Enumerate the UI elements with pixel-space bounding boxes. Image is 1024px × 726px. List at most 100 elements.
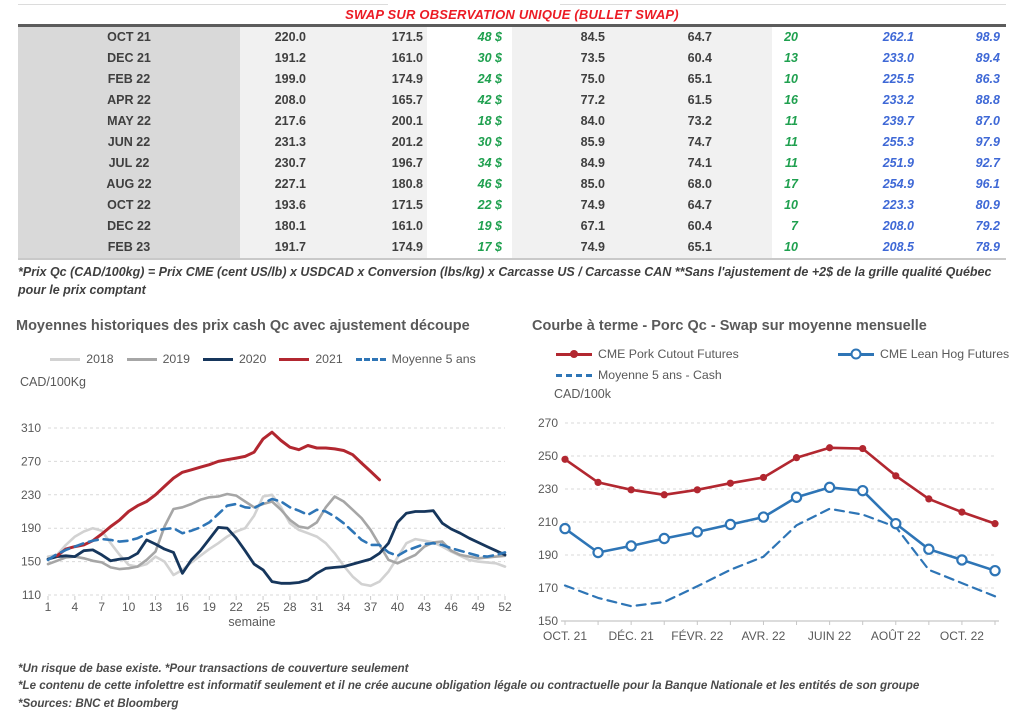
series-line-2019 <box>46 492 507 571</box>
x-tick-label: FÉVR. 22 <box>671 628 723 643</box>
left-x-axis-label: semaine <box>228 615 275 629</box>
x-tick-label: 28 <box>283 600 297 614</box>
value-cell: 48 $ <box>477 30 502 44</box>
month-cell: MAY 22 <box>18 111 240 132</box>
y-tick-label: 190 <box>538 548 558 562</box>
value-cell: 18 $ <box>477 114 502 128</box>
legend-label: CME Pork Cutout Futures <box>598 347 739 361</box>
value-cell: 20 <box>784 30 798 44</box>
x-tick-label: 13 <box>149 600 163 614</box>
value-cell: 64.7 <box>609 27 772 48</box>
series-line-moyenne-5-ans <box>46 497 507 562</box>
value-cell: 60.4 <box>609 216 772 237</box>
partial-cell-border <box>18 0 388 5</box>
table-title: SWAP SUR OBSERVATION UNIQUE (BULLET SWAP… <box>345 7 679 22</box>
legend-label: 2018 <box>86 352 114 366</box>
table-row: FEB 23 191.7 174.9 17 $ 74.9 65.1 10 208.5 78.9 <box>18 237 1006 258</box>
month-cell: OCT 21 <box>18 27 240 48</box>
x-tick-label: 37 <box>364 600 378 614</box>
series-line-2018 <box>46 493 507 588</box>
value-cell: 67.1 <box>512 216 609 237</box>
left-y-axis-unit: CAD/100Kg <box>20 375 86 389</box>
value-cell: 98.9 <box>975 30 1000 44</box>
x-tick-label: 34 <box>337 600 351 614</box>
table-row: APR 22 208.0 165.7 42 $ 77.2 61.5 16 233.2 88.8 <box>18 90 1006 111</box>
value-cell: 84.5 <box>512 27 609 48</box>
table-title-rule <box>18 24 1006 27</box>
value-cell: 77.2 <box>512 90 609 111</box>
dashed-line-swatch-icon <box>355 357 386 361</box>
value-cell: 171.5 <box>326 27 427 48</box>
x-tick-label: 16 <box>176 600 190 614</box>
value-cell: 171.5 <box>326 195 427 216</box>
data-point <box>823 481 836 494</box>
value-cell: 251.9 <box>882 156 914 170</box>
value-cell: 161.0 <box>326 48 427 69</box>
x-tick-label: JUIN 22 <box>808 629 852 643</box>
partial-cell-border <box>560 0 1006 5</box>
x-tick-label: 19 <box>203 600 217 614</box>
value-cell: 85.9 <box>512 132 609 153</box>
value-cell: 10 <box>784 198 798 212</box>
y-tick-label: 270 <box>538 416 558 430</box>
value-cell: 161.0 <box>326 216 427 237</box>
x-tick-label: 52 <box>498 600 512 614</box>
value-cell: 165.7 <box>326 90 427 111</box>
left-chart-legend: 2018 2019 2020 2021 Moyenne 5 ans <box>14 352 512 366</box>
value-cell: 239.7 <box>882 114 914 128</box>
data-point <box>594 478 602 486</box>
table-row: FEB 22 199.0 174.9 24 $ 75.0 65.1 10 225.5 86.3 <box>18 69 1006 90</box>
data-point <box>958 508 966 516</box>
table-row: OCT 21 220.0 171.5 48 $ 84.5 64.7 20 262.1 98.9 <box>18 27 1006 48</box>
value-cell: 230.7 <box>240 153 326 174</box>
value-cell: 87.0 <box>975 114 1000 128</box>
value-cell: 97.9 <box>975 135 1000 149</box>
x-tick-label: 46 <box>445 600 459 614</box>
y-tick-label: 250 <box>538 449 558 463</box>
y-tick-label: 230 <box>21 488 41 502</box>
value-cell: 254.9 <box>882 177 914 191</box>
legend-label: 2021 <box>315 352 343 366</box>
line-swatch-icon <box>279 357 310 361</box>
left-chart-title: Moyennes historiques des prix cash Qc av… <box>16 318 470 334</box>
series-line-cme-pork-cutout-futures <box>563 446 997 525</box>
value-cell: 74.9 <box>512 195 609 216</box>
data-point <box>559 522 571 535</box>
month-cell: JUN 22 <box>18 132 240 153</box>
disclaimer-footer: *Un risque de base existe. *Pour transac… <box>18 660 1014 712</box>
series-line-moyenne-5-ans-cash <box>563 507 997 608</box>
value-cell: 174.9 <box>326 237 427 258</box>
x-tick-label: 25 <box>256 600 270 614</box>
value-cell: 208.0 <box>240 90 326 111</box>
value-cell: 193.6 <box>240 195 326 216</box>
value-cell: 196.7 <box>326 153 427 174</box>
open-dot-icon <box>850 348 862 360</box>
table-row: AUG 22 227.1 180.8 46 $ 85.0 68.0 17 254.9 96.1 <box>18 174 1006 195</box>
legend-item-2019: 2019 <box>126 352 190 366</box>
y-tick-label: 270 <box>21 454 41 468</box>
y-tick-label: 230 <box>538 482 558 496</box>
month-cell: OCT 22 <box>18 195 240 216</box>
x-tick-label: AVR. 22 <box>742 629 786 643</box>
value-cell: 199.0 <box>240 69 326 90</box>
data-point <box>792 454 801 462</box>
value-cell: 17 $ <box>477 240 502 254</box>
x-tick-label: 4 <box>72 600 79 614</box>
value-cell: 10 <box>784 72 798 86</box>
value-cell: 7 <box>791 219 798 233</box>
value-cell: 11 <box>785 114 798 128</box>
historical-cash-price-line-chart: CAD/100Kg 310 270 230 190 150 110 1 4 7 10 13 16 19 2… <box>20 375 512 629</box>
value-cell: 84.0 <box>512 111 609 132</box>
value-cell: 88.8 <box>975 93 1000 107</box>
line-marker-swatch-icon <box>838 348 874 360</box>
value-cell: 13 <box>784 51 798 65</box>
table-body: OCT 21 220.0 171.5 48 $84.5 64.7 20 262.1 98.9 D… <box>18 27 1006 258</box>
swap-table: SWAP SUR OBSERVATION UNIQUE (BULLET SWAP… <box>18 0 1006 260</box>
value-cell: 220.0 <box>240 27 326 48</box>
month-cell: JUL 22 <box>18 153 240 174</box>
value-cell: 201.2 <box>326 132 427 153</box>
value-cell: 64.7 <box>609 195 772 216</box>
x-tick-label: 22 <box>229 600 243 614</box>
data-point <box>989 564 1001 577</box>
y-tick-label: 210 <box>538 515 558 529</box>
